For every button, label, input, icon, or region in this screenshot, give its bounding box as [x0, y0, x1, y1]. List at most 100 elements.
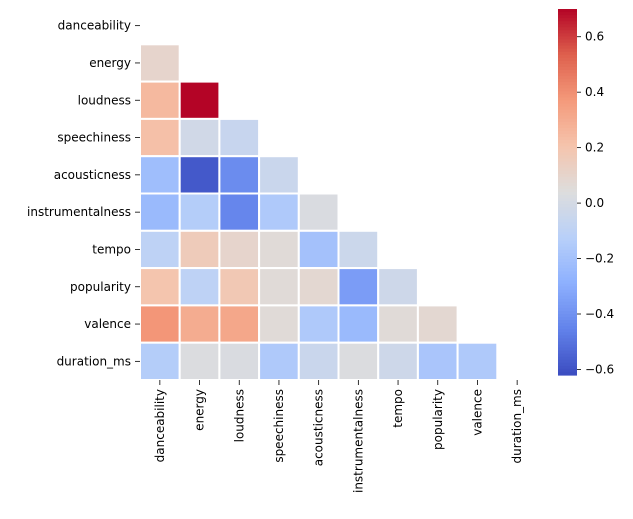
colorbar-segment: [558, 182, 577, 187]
colorbar-segment: [558, 359, 577, 364]
heatmap-cell-popularity-acousticness: [297, 267, 340, 307]
colorbar-segment: [558, 161, 577, 166]
heatmap-cell-duration_ms-tempo: [377, 341, 419, 382]
colorbar-segment: [558, 277, 577, 282]
colorbar-segment: [558, 36, 577, 41]
colorbar-segment: [558, 12, 577, 16]
colorbar-segment: [558, 350, 577, 355]
colorbar-segment: [558, 103, 577, 108]
heatmap-cell-instrumentalness-acousticness: [297, 192, 340, 232]
colorbar-segment: [558, 292, 577, 297]
heatmap-cell-valence-tempo: [377, 304, 419, 344]
y-tick-label-energy: energy: [89, 56, 131, 70]
heatmap-cell-instrumentalness-loudness: [218, 192, 261, 232]
colorbar-segment: [558, 127, 577, 132]
heatmap-cell-loudness-energy: [178, 80, 221, 120]
colorbar-segment: [558, 338, 577, 343]
colorbar-segment: [558, 329, 577, 333]
colorbar-segment: [558, 335, 577, 339]
colorbar-segment: [558, 362, 577, 367]
colorbar-segment: [558, 76, 577, 80]
colorbar-segment: [558, 79, 577, 83]
y-tick-label-loudness: loudness: [78, 93, 131, 107]
heatmap-cell-duration_ms-popularity: [416, 341, 459, 382]
heatmap-cell-tempo-danceability: [139, 229, 181, 270]
colorbar-segment: [558, 91, 577, 95]
heatmap-cell-popularity-energy: [178, 267, 221, 307]
colorbar-segment: [558, 27, 577, 31]
colorbar-segment: [558, 228, 577, 233]
colorbar-segment: [558, 124, 577, 129]
x-tick-label-loudness: loudness: [232, 389, 246, 442]
colorbar-segment: [558, 143, 577, 147]
heatmap-cell-loudness-danceability: [139, 80, 181, 120]
colorbar-segment: [558, 314, 577, 318]
heatmap-cell-duration_ms-danceability: [139, 341, 181, 382]
colorbar-segment: [558, 134, 577, 138]
colorbar-segment: [558, 225, 577, 230]
colorbar-segment: [558, 234, 577, 239]
colorbar-segment: [558, 9, 577, 13]
colorbar-segment: [558, 185, 577, 190]
heatmap-cell-speechiness-energy: [178, 117, 221, 158]
colorbar-segment: [558, 118, 577, 123]
colorbar-segment: [558, 353, 577, 358]
x-tick-label-speechiness: speechiness: [272, 389, 286, 463]
colorbar-segment: [558, 179, 577, 184]
colorbar-segment: [558, 137, 577, 141]
colorbar-segment: [558, 100, 577, 105]
colorbar-segment: [558, 131, 577, 135]
colorbar-segment: [558, 310, 577, 315]
colorbar-segment: [558, 240, 577, 245]
colorbar-segment: [558, 295, 577, 300]
y-tick-label-instrumentalness: instrumentalness: [27, 205, 131, 219]
heatmap-cell-duration_ms-energy: [178, 341, 221, 382]
colorbar-segment: [558, 289, 577, 294]
colorbar-segment: [558, 60, 577, 65]
colorbar-segment: [558, 88, 577, 92]
colorbar-segment: [558, 201, 577, 205]
heatmap-cell-duration_ms-loudness: [218, 341, 261, 382]
colorbar-segment: [558, 204, 577, 208]
colorbar-segment: [558, 51, 577, 56]
colorbar-segment: [558, 115, 577, 120]
y-tick-label-acousticness: acousticness: [54, 168, 131, 182]
colorbar-segment: [558, 323, 577, 327]
colorbar-segment: [558, 237, 577, 242]
colorbar-segment: [558, 210, 577, 214]
colorbar-segment: [558, 249, 577, 254]
y-tick-label-duration_ms: duration_ms: [57, 354, 131, 368]
colorbar-segment: [558, 39, 577, 44]
heatmap-cell-valence-popularity: [416, 304, 459, 344]
colorbar-segment: [558, 304, 577, 309]
x-axis-labels: danceability energy loudness speechiness aco…: [153, 380, 524, 493]
x-tick-label-danceability: danceability: [153, 389, 167, 462]
heatmap-cell-speechiness-loudness: [218, 117, 261, 158]
colorbar-tick-label: 0.6: [585, 30, 604, 44]
colorbar-segment: [558, 63, 577, 68]
colorbar-segment: [558, 45, 577, 50]
heatmap-cell-popularity-loudness: [218, 267, 261, 307]
x-tick-label-acousticness: acousticness: [312, 389, 326, 466]
x-tick-label-tempo: tempo: [391, 389, 405, 428]
colorbar-segment: [558, 109, 577, 114]
colorbar-segment: [558, 274, 577, 278]
colorbar-segment: [558, 146, 577, 150]
colorbar-segment: [558, 192, 577, 196]
heatmap-cell-acousticness-loudness: [218, 155, 261, 195]
x-tick-label-energy: energy: [193, 389, 207, 431]
colorbar-segment: [558, 371, 577, 376]
colorbar-segment: [558, 347, 577, 352]
colorbar-segment: [558, 149, 577, 153]
colorbar-segment: [558, 320, 577, 324]
colorbar-segment: [558, 33, 577, 38]
colorbar-segment: [558, 73, 577, 77]
colorbar-segment: [558, 356, 577, 361]
heatmap-cell-popularity-tempo: [377, 267, 419, 307]
heatmap-cell-valence-instrumentalness: [337, 304, 380, 344]
colorbar-segment: [558, 326, 577, 330]
colorbar-segment: [558, 222, 577, 227]
heatmap-cell-tempo-speechiness: [258, 229, 300, 270]
heatmap-cell-popularity-speechiness: [258, 267, 300, 307]
colorbar-segment: [558, 188, 577, 193]
